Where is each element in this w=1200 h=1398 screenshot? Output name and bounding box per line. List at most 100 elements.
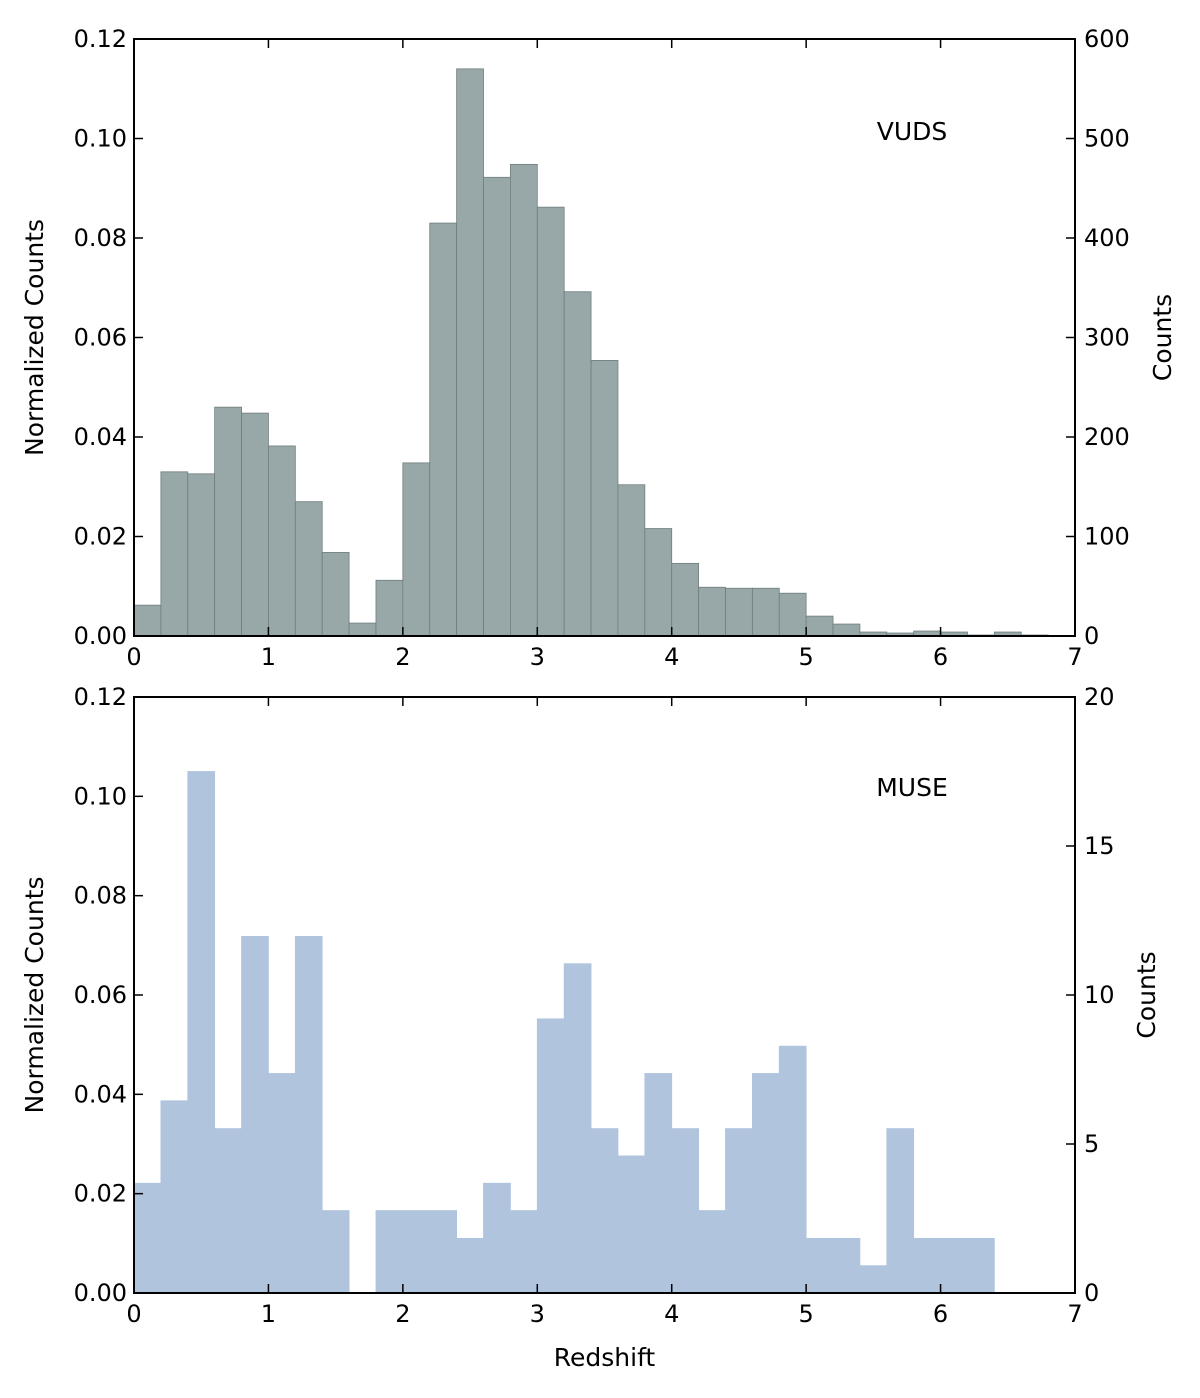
histogram-bar	[375, 579, 404, 637]
dataset-annotation: MUSE	[876, 773, 948, 802]
histogram-bar	[268, 445, 296, 637]
histogram-bar	[698, 586, 726, 637]
y-tick-label-right: 0	[1084, 622, 1099, 650]
histogram-bar	[214, 406, 242, 637]
histogram-bar	[429, 1210, 458, 1294]
x-tick-label: 5	[799, 643, 814, 671]
x-tick-label: 3	[530, 1300, 545, 1328]
histogram-bar	[671, 562, 700, 637]
histogram-bar	[429, 222, 458, 637]
x-tick-label: 0	[126, 1300, 141, 1328]
histogram-bar	[967, 1237, 995, 1294]
y-axis-label-left: Normalized Counts	[20, 219, 49, 456]
y-tick-label-right: 500	[1084, 125, 1130, 153]
histogram-bar	[671, 1128, 700, 1294]
x-tick-label: 2	[395, 643, 410, 671]
y-tick-label-right: 300	[1084, 324, 1130, 352]
y-tick-label-left: 0.12	[74, 683, 127, 711]
histogram-bar	[456, 68, 484, 637]
y-tick-label-left: 0.08	[74, 224, 127, 252]
histogram-bar	[509, 1210, 538, 1294]
y-tick-label-right: 5	[1084, 1130, 1099, 1158]
y-tick-label-left: 0.06	[74, 981, 127, 1009]
x-tick-label: 7	[1067, 1300, 1082, 1328]
histogram-bar	[913, 1237, 941, 1294]
histogram-bar	[133, 1182, 162, 1294]
histogram-bar	[241, 935, 269, 1294]
histogram-bar	[751, 587, 780, 637]
x-tick-label: 7	[1067, 643, 1082, 671]
histogram-bar	[214, 1128, 242, 1294]
histogram-bar	[832, 1237, 861, 1294]
histogram-bar	[644, 528, 673, 637]
histogram-bar	[321, 1210, 350, 1294]
histogram-bar	[321, 552, 350, 637]
histogram-bar	[402, 462, 431, 637]
x-tick-label: 6	[933, 643, 948, 671]
y-tick-label-left: 0.12	[74, 25, 127, 53]
histogram-bar	[536, 1018, 565, 1294]
histogram-bar	[133, 604, 162, 637]
y-tick-label-left: 0.00	[74, 622, 127, 650]
x-tick-label: 1	[261, 643, 276, 671]
axes-frame	[133, 38, 1076, 637]
histogram-bar	[886, 1128, 915, 1294]
histogram-bar	[805, 615, 834, 637]
histogram-bar	[509, 163, 538, 637]
y-tick-label-left: 0.10	[74, 782, 127, 810]
histogram-bar	[805, 1237, 834, 1294]
x-axis-label: Redshift	[554, 1343, 656, 1372]
y-tick-label-left: 0.06	[74, 324, 127, 352]
histogram-bar	[294, 501, 323, 637]
histogram-bar	[187, 473, 216, 637]
y-tick-label-right: 0	[1084, 1279, 1099, 1307]
histogram-bar	[160, 1100, 189, 1294]
y-tick-label-left: 0.10	[74, 125, 127, 153]
histogram-bar	[644, 1073, 673, 1294]
vuds-panel: 0 1 2 3 4 5 6 7 0.00 0.02 0.04 0.06 0.08 0.10 0.12 0 100…	[20, 25, 1177, 671]
histogram-bar	[294, 935, 323, 1294]
y-axis-label-right: Counts	[1132, 951, 1161, 1038]
histogram-bar	[563, 291, 592, 637]
histogram-bar	[698, 1210, 726, 1294]
histogram-bar	[617, 484, 646, 637]
histogram-bar	[940, 1237, 968, 1294]
histogram-bar	[778, 592, 807, 637]
x-tick-label: 4	[664, 643, 679, 671]
x-tick-label: 0	[126, 643, 141, 671]
histogram-bar	[832, 623, 861, 637]
y-tick-label-right: 400	[1084, 224, 1130, 252]
dataset-annotation: VUDS	[877, 117, 948, 146]
y-tick-label-left: 0.04	[74, 1080, 127, 1108]
histogram-bar	[402, 1210, 431, 1294]
y-tick-label-right: 600	[1084, 25, 1130, 53]
histogram-bar	[241, 412, 269, 637]
histogram-bar	[751, 1073, 780, 1294]
muse-panel: 0 1 2 3 4 5 6 7 0.00 0.02 0.04 0.06 0.08 0.10 0.12 0 5 10…	[20, 683, 1161, 1372]
y-axis-label-left: Normalized Counts	[20, 877, 49, 1114]
histogram-bar	[725, 587, 753, 637]
histogram-bar	[483, 1182, 511, 1294]
histogram-bar	[725, 1128, 753, 1294]
x-tick-label: 3	[530, 643, 545, 671]
axes-frame	[133, 696, 1076, 1294]
histogram-bar	[563, 963, 592, 1294]
x-tick-label: 5	[799, 1300, 814, 1328]
histogram-bar	[375, 1210, 404, 1294]
y-tick-label-right: 200	[1084, 423, 1130, 451]
histogram-bar	[590, 359, 619, 637]
histogram-bar	[617, 1155, 646, 1294]
y-tick-label-right: 15	[1084, 832, 1115, 860]
y-tick-label-left: 0.04	[74, 423, 127, 451]
y-tick-label-left: 0.08	[74, 882, 127, 910]
histogram-bar	[778, 1045, 807, 1294]
histogram-bar	[859, 1265, 888, 1294]
y-tick-label-left: 0.02	[74, 523, 127, 551]
histogram-bar	[456, 1237, 484, 1294]
histogram-bar	[268, 1073, 296, 1294]
y-tick-label-right: 100	[1084, 523, 1130, 551]
histogram-bar	[483, 176, 511, 637]
y-axis-label-right: Counts	[1148, 294, 1177, 381]
histogram-bar	[187, 771, 216, 1294]
